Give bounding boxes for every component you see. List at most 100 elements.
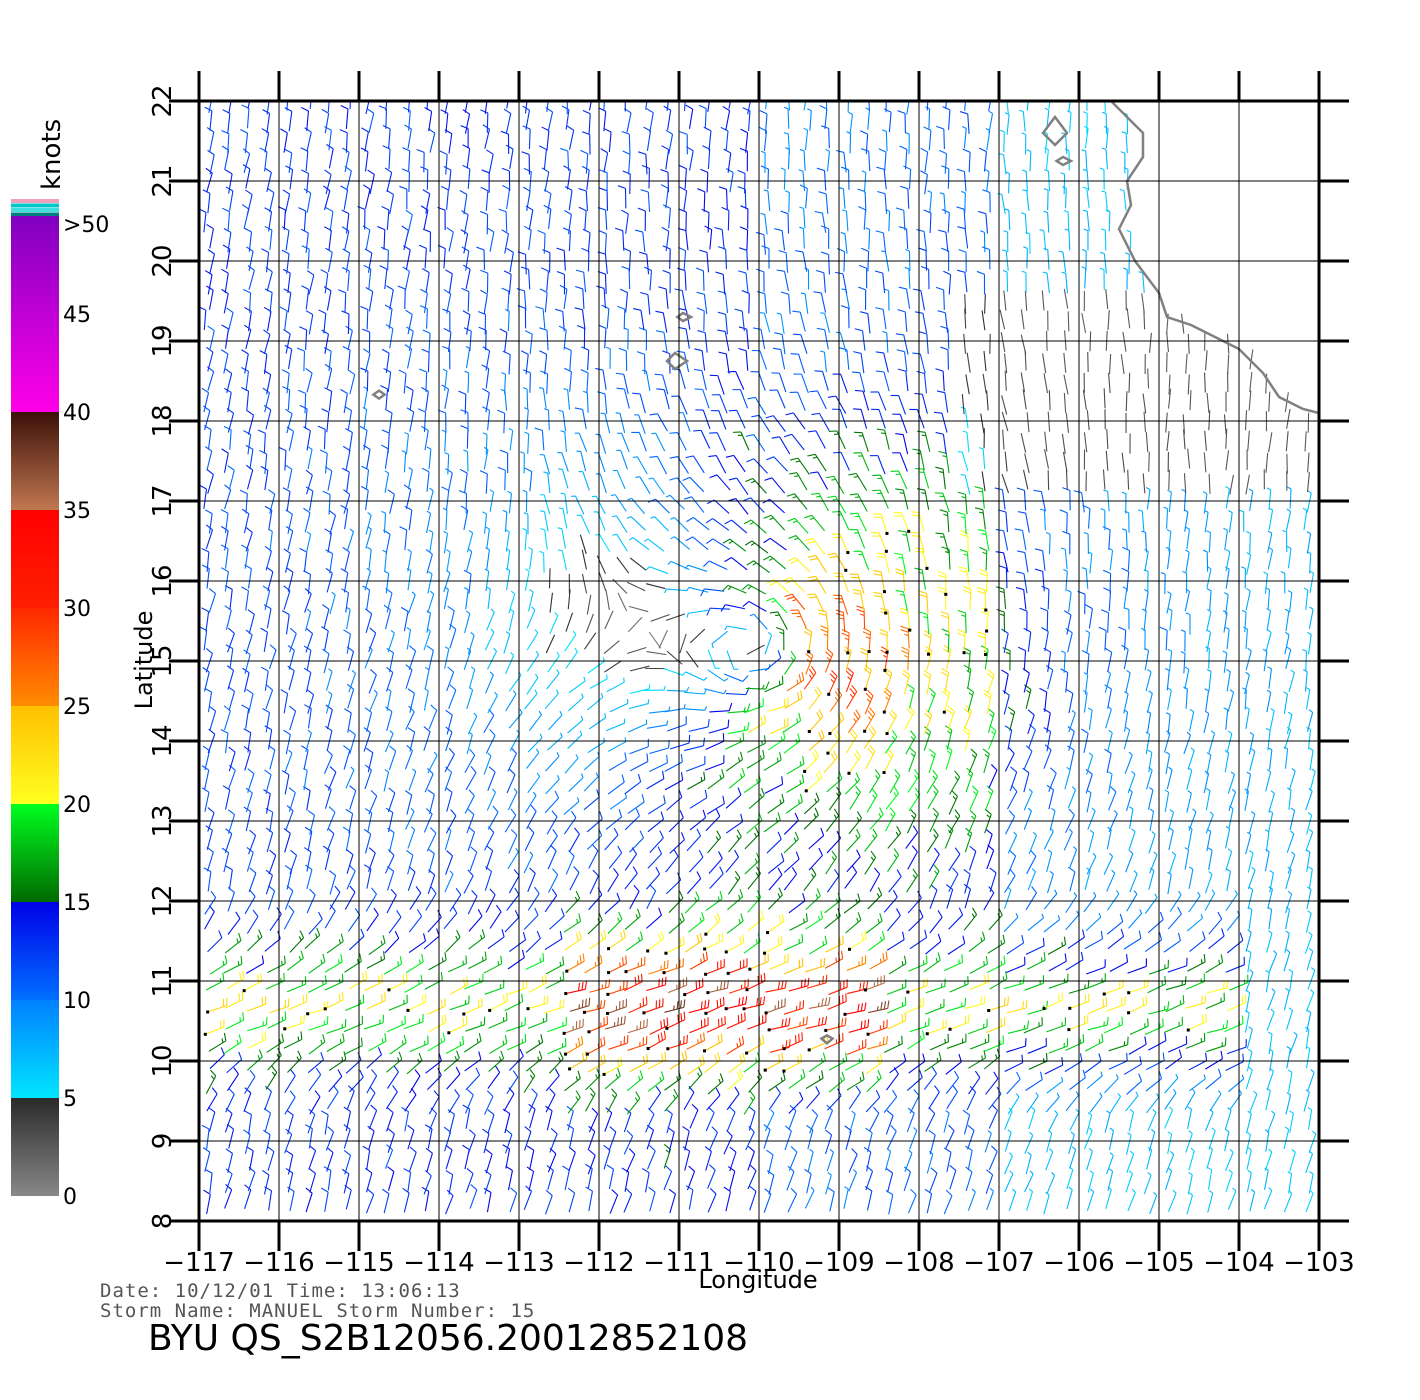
wind-barb [1265, 1087, 1271, 1111]
wind-barb [584, 632, 597, 650]
wind-barb [325, 549, 334, 574]
wind-barb [268, 849, 277, 875]
wind-barb [887, 825, 902, 849]
wind-barb [742, 996, 766, 1011]
wind-barb [847, 709, 861, 733]
wind-barb [1204, 871, 1213, 894]
x-tick-label: −107 [963, 1248, 1034, 1278]
wind-barb [329, 591, 336, 615]
wind-barb [1285, 906, 1291, 930]
wind-barb [697, 188, 706, 212]
wind-barb [665, 613, 686, 621]
wind-barb [346, 528, 354, 551]
wind-barb [464, 1033, 482, 1053]
wind-barb [655, 310, 668, 333]
wind-barb [626, 1070, 644, 1092]
wind-barb [481, 169, 490, 193]
wind-barb [486, 788, 497, 811]
wind-barb [606, 980, 628, 996]
wind-barb [783, 650, 797, 675]
wind-barb [571, 495, 585, 515]
wind-barb [682, 1146, 691, 1171]
wind-barb [384, 730, 394, 753]
wind-barb [747, 396, 767, 415]
wind-barb [266, 101, 270, 115]
wind-barb [544, 689, 559, 709]
wind-barb [585, 1036, 606, 1056]
wind-barb [522, 186, 531, 211]
wind-barb [1084, 930, 1104, 950]
wind-barb [1204, 889, 1216, 911]
wind-barb [1061, 433, 1066, 454]
wind-barb [945, 1124, 955, 1150]
wind-barb [407, 727, 416, 752]
wind-barb [689, 1103, 699, 1129]
wind-barb [949, 770, 961, 795]
wind-barb [203, 1019, 225, 1036]
wind-barb [649, 413, 668, 432]
wind-barb [545, 956, 565, 975]
wind-barb [780, 291, 791, 315]
wind-barb [305, 864, 313, 890]
wind-barb [996, 586, 1007, 609]
wind-barb [527, 772, 541, 794]
wind-barb [224, 605, 232, 630]
wind-barb [1043, 915, 1061, 933]
wind-barb [907, 683, 915, 709]
wind-barb [636, 351, 646, 375]
wind-barb [399, 185, 408, 210]
wind-barb [744, 852, 761, 875]
wind-barb [1147, 975, 1167, 994]
wind-barb [689, 789, 708, 809]
wind-barb [945, 101, 947, 110]
wind-barb [853, 408, 868, 429]
wind-barb [746, 812, 763, 834]
wind-barb [804, 770, 823, 793]
wind-barb [1004, 370, 1007, 391]
wind-barb [1106, 913, 1124, 935]
wind-barb [1001, 249, 1009, 271]
wind-barb [914, 547, 929, 570]
wind-barb [895, 589, 908, 612]
wind-barb [912, 288, 926, 311]
wind-barb [346, 606, 351, 630]
wind-barb [1305, 849, 1311, 872]
wind-barb [1143, 1171, 1152, 1195]
wind-barb [427, 751, 438, 774]
wind-barb [1121, 528, 1128, 551]
wind-barb [523, 512, 529, 535]
wind-barb [725, 454, 746, 473]
wind-barb [386, 1015, 406, 1033]
wind-barb [846, 729, 858, 754]
wind-barb [1165, 751, 1171, 775]
wind-barb [342, 546, 350, 572]
wind-barb [523, 907, 539, 930]
wind-barb [308, 975, 327, 993]
wind-barb [671, 395, 688, 415]
wind-barb [581, 346, 590, 371]
wind-barb [1142, 473, 1146, 494]
wind-barb [986, 390, 989, 411]
wind-barb [742, 600, 767, 612]
wind-barb [449, 995, 470, 1011]
wind-barb [780, 167, 786, 190]
legend-band [11, 608, 59, 706]
wind-barb [606, 677, 625, 693]
wind-barb [704, 996, 725, 1015]
wind-barb [525, 930, 541, 953]
wind-barb [856, 605, 866, 629]
wind-barb [244, 889, 256, 915]
wind-barb [1309, 768, 1316, 791]
wind-barb [914, 392, 928, 414]
wind-barb [740, 226, 749, 251]
wind-barb [1167, 906, 1182, 930]
wind-barb [807, 453, 827, 472]
wind-barb [1145, 487, 1151, 510]
wind-barb [904, 997, 925, 1014]
wind-barb [1065, 808, 1075, 834]
wind-barb [221, 268, 229, 293]
wind-barb [1082, 186, 1090, 209]
wind-barb [563, 388, 571, 410]
wind-barb [506, 1070, 519, 1095]
wind-barb [790, 353, 806, 374]
